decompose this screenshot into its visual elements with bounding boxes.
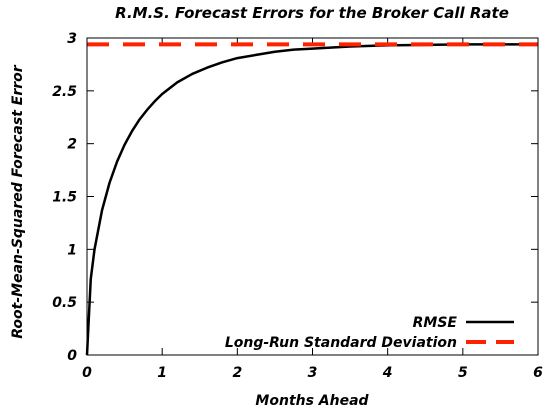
- y-tick-label: 2.5: [52, 84, 77, 100]
- series-line-rmse: [85, 43, 538, 356]
- y-tick-label: 3: [67, 31, 77, 47]
- x-tick-label: 6: [533, 365, 543, 381]
- y-tick-label: 0.5: [52, 295, 77, 311]
- y-tick-label: 1: [67, 242, 77, 258]
- series-layer: [85, 42, 538, 356]
- legend-label: RMSE: [413, 315, 458, 331]
- x-tick-label: 5: [458, 365, 468, 381]
- y-axis-label: Root-Mean-Squared Forecast Error: [10, 64, 26, 338]
- x-tick-label: 2: [232, 365, 242, 381]
- x-tick-label: 4: [382, 365, 393, 381]
- legend-label: Long-Run Standard Deviation: [225, 335, 457, 351]
- axis-ticks: 0 1 2 3 4 5 6 0 0.5 1 1.5 2 2.5 3: [52, 31, 543, 381]
- chart-title: R.M.S. Forecast Errors for the Broker Ca…: [115, 4, 509, 22]
- plot-frame: [86, 37, 539, 356]
- y-tick-label: 1.5: [52, 190, 77, 206]
- x-axis-label: Months Ahead: [255, 393, 369, 409]
- y-tick-label: 0: [67, 348, 77, 364]
- x-tick-label: 3: [308, 365, 318, 381]
- y-tick-label: 2: [67, 137, 77, 153]
- x-tick-label: 0: [82, 365, 92, 381]
- x-tick-label: 1: [157, 365, 167, 381]
- legend: RMSE Long-Run Standard Deviation: [225, 315, 514, 351]
